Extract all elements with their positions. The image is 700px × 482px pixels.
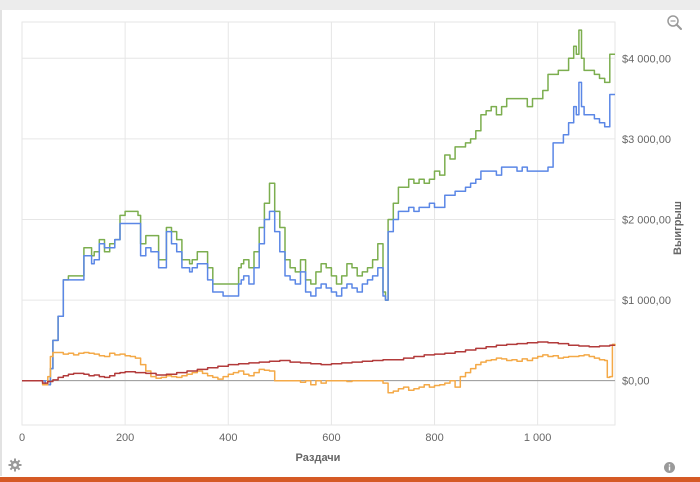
x-tick-label: 0	[19, 432, 25, 444]
series-line-4	[22, 341, 615, 384]
y-tick-label: $1 000,00	[622, 295, 671, 307]
x-tick-labels: 0 200 400 600 800 1 000	[19, 432, 551, 444]
grid-lines	[21, 21, 616, 426]
x-tick-label: 200	[116, 432, 134, 444]
x-axis-title: Раздачи	[296, 452, 341, 464]
y-tick-label: $3 000,00	[622, 134, 671, 146]
zoom-icon[interactable]	[666, 14, 684, 32]
series-line-3	[22, 343, 616, 394]
bottom-accent-bar	[0, 477, 700, 482]
series-line-1	[22, 29, 615, 386]
y-axis-title: Выигрыш	[672, 201, 684, 255]
y-tick-label: $2 000,00	[622, 214, 671, 226]
series-layer	[22, 29, 616, 394]
series-line-2	[22, 81, 615, 386]
gear-icon[interactable]	[8, 458, 22, 472]
y-tick-label: $0,00	[622, 376, 650, 388]
left-panel-border	[0, 10, 2, 476]
x-tick-label: 800	[425, 432, 443, 444]
y-tick-label: $4 000,00	[622, 53, 671, 65]
x-tick-label: 1 000	[524, 432, 552, 444]
x-tick-label: 400	[219, 432, 237, 444]
info-icon[interactable]	[664, 460, 675, 473]
top-panel-border	[0, 0, 700, 10]
plot-frame	[21, 21, 616, 426]
x-tick-label: 600	[322, 432, 340, 444]
y-tick-labels: $0,00 $1 000,00 $2 000,00 $3 000,00 $4 000,0…	[622, 53, 671, 387]
